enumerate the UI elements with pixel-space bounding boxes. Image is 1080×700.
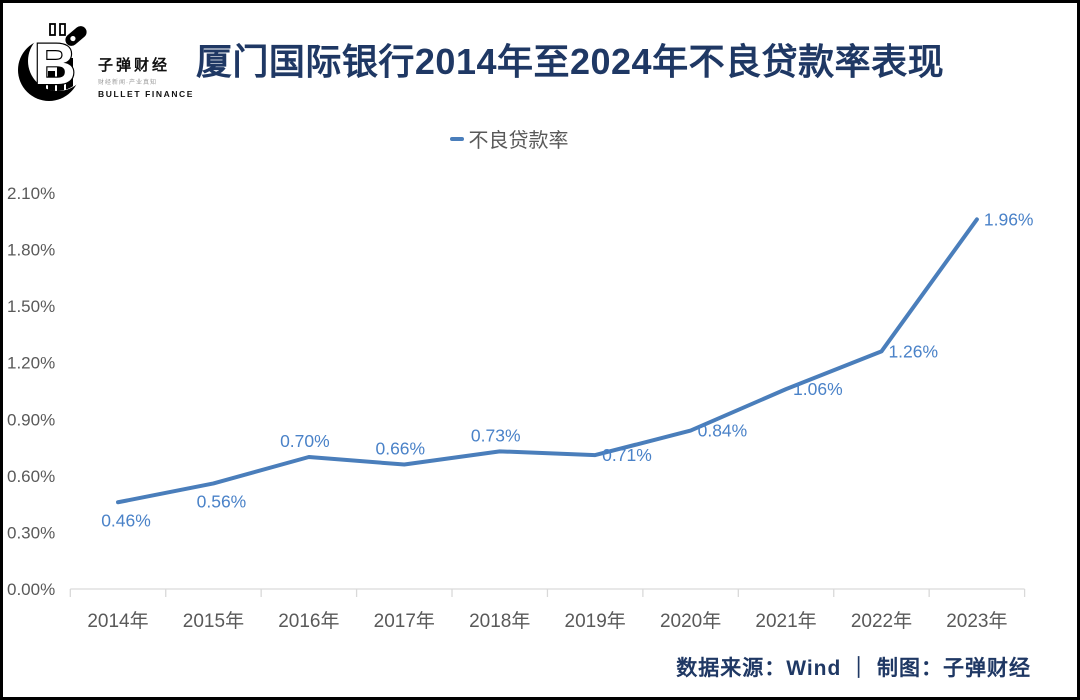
legend: 不良贷款率 [3, 124, 1015, 153]
logo-name-en: BULLET FINANCE [98, 89, 195, 99]
y-axis-label: 1.20% [7, 354, 55, 373]
x-axis-label: 2015年 [183, 610, 244, 632]
data-point-label: 0.46% [101, 510, 151, 530]
x-axis-label: 2016年 [278, 610, 339, 632]
x-axis-label: 2021年 [755, 610, 816, 632]
x-axis-label: 2014年 [87, 610, 148, 632]
b-prong [59, 23, 66, 36]
x-axis-label: 2022年 [851, 610, 912, 632]
logo-name-cn: 子弹财经 [98, 57, 171, 74]
x-axis-label: 2018年 [469, 610, 530, 632]
y-axis-label: 1.80% [7, 241, 55, 260]
npl-rate-line-chart: 0.00% 0.30% 0.60% 0.90% 1.20% 1.50% 1.80% 2.10%… [7, 184, 1034, 632]
x-axis-label: 2020年 [660, 610, 721, 632]
data-point-label: 1.96% [984, 209, 1034, 229]
y-axis-label: 0.00% [7, 580, 55, 599]
logo-text: 子弹财经 财经新闻·产业真知 BULLET FINANCE [98, 54, 194, 103]
b-prong [49, 23, 56, 36]
x-axis-label: 2023年 [946, 610, 1007, 632]
legend-label: 不良贷款率 [468, 130, 569, 152]
data-point-label: 1.06% [793, 379, 843, 399]
page-title: 厦门国际银行2014年至2024年不良贷款率表现 [195, 41, 945, 82]
y-axis-label: 2.10% [7, 184, 55, 203]
data-point-label: 0.73% [471, 425, 521, 445]
bullet-finance-logo-icon: B [18, 23, 88, 101]
data-point-label: 0.84% [698, 421, 748, 441]
y-axis-label: 0.90% [7, 410, 55, 429]
y-axis-label: 0.30% [7, 523, 55, 542]
legend-line-icon [449, 136, 464, 141]
data-point-label: 0.66% [375, 439, 425, 459]
x-axis-label: 2017年 [374, 610, 435, 632]
x-axis-label: 2019年 [565, 610, 626, 632]
data-point-label: 1.26% [888, 341, 938, 361]
bullet-icon [65, 26, 87, 46]
npl-rate-series-line [116, 217, 979, 505]
bar-chart-icon [39, 58, 73, 91]
source-credit: 数据来源：Wind ｜ 制图：子弹财经 [676, 657, 1031, 680]
logo-tagline: 财经新闻·产业真知 [98, 80, 157, 86]
data-point-label: 0.56% [197, 491, 247, 511]
data-point-label: 0.70% [280, 431, 330, 451]
bullet-finance-logo: B 子弹财经 财经新闻·产业真知 BULLET FINANCE [17, 15, 194, 103]
y-axis-label: 0.60% [7, 467, 55, 486]
data-point-label: 0.71% [602, 445, 652, 465]
y-axis-label: 1.50% [7, 297, 55, 316]
